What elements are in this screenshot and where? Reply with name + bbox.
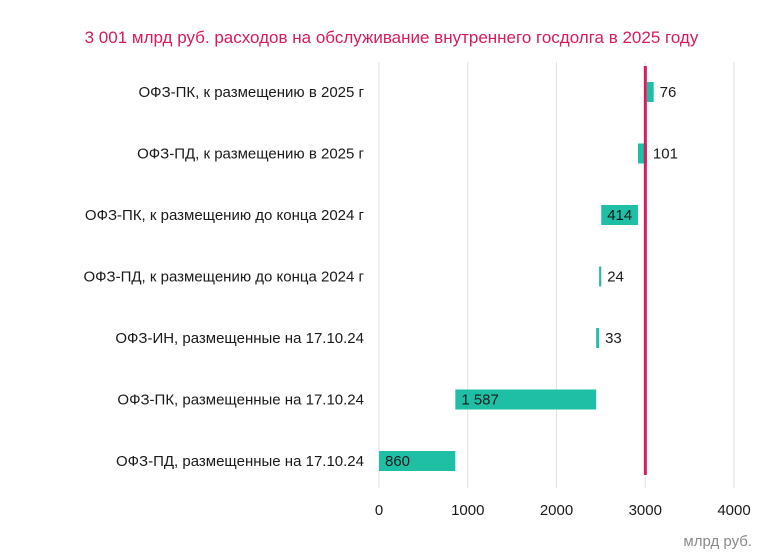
- data-label: 24: [607, 269, 624, 286]
- x-tick-label: 1000: [451, 502, 484, 519]
- data-label: 414: [607, 207, 632, 224]
- x-tick-label: 4000: [717, 502, 750, 519]
- bar: [599, 266, 602, 287]
- x-tick-label: 3000: [629, 502, 662, 519]
- category-label: ОФЗ-ПК, к размещению до конца 2024 г: [85, 207, 365, 224]
- grid-lines: [378, 62, 735, 488]
- data-label: 101: [653, 146, 678, 163]
- category-label: ОФЗ-ПД, к размещению в 2025 г: [137, 146, 364, 163]
- x-tick-label: 0: [375, 502, 383, 519]
- data-label: 76: [660, 84, 677, 101]
- bars: [379, 82, 654, 471]
- bar: [637, 143, 647, 164]
- labels: 0 1000 2000 3000 4000 ОФЗ-ПК, к размещению в …: [83, 84, 750, 519]
- category-label: ОФЗ-ПК, размещенные на 17.10.24: [117, 392, 364, 409]
- category-label: ОФЗ-ИН, размещенные на 17.10.24: [115, 330, 364, 347]
- bar: [601, 205, 638, 225]
- category-label: ОФЗ-ПД, к размещению до конца 2024 г: [83, 269, 364, 286]
- bar: [455, 389, 597, 410]
- data-label: 860: [385, 453, 410, 470]
- category-label: ОФЗ-ПД, размещенные на 17.10.24: [116, 453, 364, 470]
- bar: [646, 82, 654, 102]
- bar: [379, 451, 456, 471]
- x-tick-label: 2000: [540, 502, 573, 519]
- data-label: 33: [605, 330, 622, 347]
- data-label: 1 587: [461, 392, 499, 409]
- bar: [596, 328, 600, 348]
- x-axis-unit: млрд руб.: [683, 533, 752, 550]
- chart-title: 3 001 млрд руб. расходов на обслуживание…: [84, 28, 699, 47]
- category-label: ОФЗ-ПК, к размещению в 2025 г: [139, 84, 365, 101]
